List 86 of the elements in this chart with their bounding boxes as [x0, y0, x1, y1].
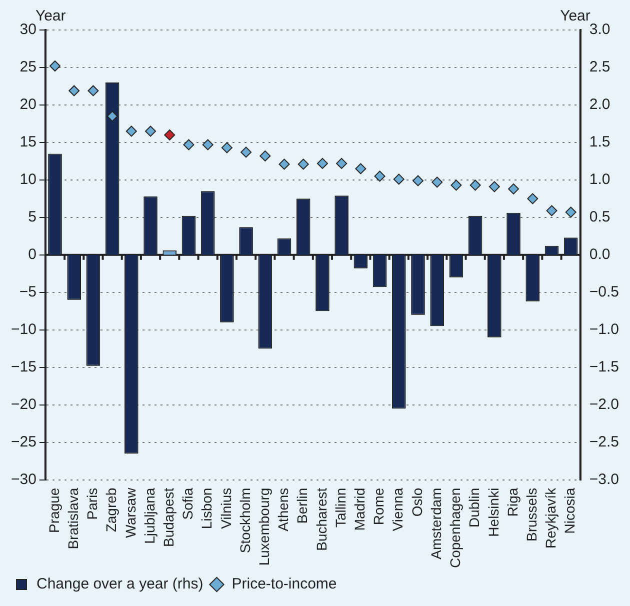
- x-tick-label: Ljubljana: [141, 488, 158, 544]
- y2-tick-label: 2.0: [589, 96, 610, 114]
- y-tick-label: −20: [10, 396, 36, 413]
- y2-tick-label: −1.5: [589, 358, 620, 376]
- x-tick-label: Rome: [370, 488, 387, 526]
- point: [355, 163, 366, 174]
- x-tick-label: Warsaw: [122, 486, 138, 538]
- point: [565, 206, 576, 218]
- y2-tick-label: −2.5: [589, 433, 620, 450]
- y2-tick-label: −2.0: [589, 396, 620, 413]
- point: [432, 176, 443, 188]
- y-tick-label: −25: [10, 433, 36, 450]
- x-tick-label: Reykjavík: [542, 486, 559, 548]
- y-tick-label: 15: [20, 134, 36, 151]
- y-tick-label: 30: [20, 21, 36, 38]
- x-tick-label: Bratislava: [64, 488, 81, 550]
- x-tick-label: Bucharest: [313, 488, 330, 551]
- x-tick-label: Tallinn: [332, 488, 348, 528]
- y-tick-label: 25: [20, 58, 36, 76]
- x-tick-label: Vilnius: [218, 488, 234, 529]
- point: [202, 139, 214, 150]
- point: [164, 129, 176, 140]
- x-tick-label: Paris: [84, 488, 100, 520]
- x-tick-label: Zagreb: [103, 488, 120, 532]
- point: [88, 85, 99, 96]
- y-tick-label: −10: [10, 321, 36, 338]
- y2-tick-label: 1.5: [589, 134, 610, 151]
- legend-label: Price-to-income: [232, 576, 337, 593]
- y-tick-label: 20: [20, 96, 36, 114]
- point: [298, 158, 309, 170]
- x-tick-label: Amsterdam: [428, 488, 444, 560]
- x-tick-label: Riga: [504, 488, 520, 517]
- y-tick-label: −30: [10, 470, 36, 488]
- point: [527, 193, 538, 204]
- y2-tick-label: −1.0: [589, 321, 620, 338]
- x-tick-label: Oslo: [408, 488, 425, 517]
- y2-tick-label: 2.5: [589, 58, 610, 76]
- y2-tick-label: 0.5: [589, 208, 610, 226]
- y2-tick-label: −3.0: [589, 470, 620, 488]
- point: [393, 174, 404, 185]
- point: [546, 205, 558, 216]
- point: [508, 183, 520, 194]
- point: [470, 180, 481, 191]
- point: [49, 60, 60, 72]
- point: [221, 142, 232, 154]
- point: [260, 150, 271, 162]
- x-tick-label: Stockholm: [236, 488, 253, 554]
- x-tick-label: Dublin: [466, 488, 482, 528]
- x-tick-label: Budapest: [160, 488, 176, 547]
- point: [336, 158, 348, 169]
- y2-tick-label: 0.0: [589, 246, 610, 264]
- y-tick-label: 5: [28, 208, 36, 226]
- point: [412, 175, 424, 186]
- point: [240, 146, 252, 158]
- y2-axis-title: Year: [560, 8, 590, 25]
- point: [106, 110, 118, 122]
- x-tick-label: Lisbon: [198, 488, 215, 530]
- x-tick-label: Helsinki: [485, 488, 502, 537]
- y2-tick-label: 1.0: [589, 171, 610, 188]
- y-tick-label: −15: [10, 358, 36, 376]
- point: [126, 126, 137, 137]
- y-axis-title: Year: [35, 8, 66, 25]
- y2-tick-label: −0.5: [589, 284, 620, 301]
- y2-tick-label: 3.0: [589, 21, 610, 38]
- x-tick-label: Athens: [275, 488, 292, 532]
- legend-label: Change over a year (rhs): [36, 576, 204, 593]
- x-tick-label: Sofia: [180, 488, 196, 520]
- point: [278, 158, 290, 170]
- point: [316, 158, 328, 169]
- x-tick-label: Vienna: [390, 488, 406, 532]
- point: [145, 126, 156, 137]
- x-tick-label: Brussels: [523, 488, 540, 542]
- x-tick-label: Nicosia: [562, 488, 578, 534]
- y-tick-label: −5: [19, 284, 36, 301]
- point: [450, 180, 462, 191]
- x-tick-label: Copenhagen: [447, 488, 464, 568]
- x-tick-label: Prague: [46, 488, 62, 533]
- y-tick-label: 10: [20, 171, 36, 188]
- x-tick-label: Berlin: [294, 488, 310, 524]
- x-tick-label: Luxembourg: [256, 488, 272, 566]
- point: [488, 181, 500, 192]
- x-tick-label: Madrid: [352, 488, 368, 531]
- point: [68, 85, 80, 96]
- y-tick-label: 0: [28, 246, 36, 264]
- point: [374, 170, 386, 182]
- point: [183, 139, 194, 150]
